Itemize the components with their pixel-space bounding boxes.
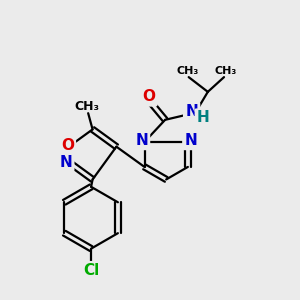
Text: Cl: Cl bbox=[83, 263, 99, 278]
Text: CH₃: CH₃ bbox=[176, 66, 198, 76]
Text: N: N bbox=[135, 133, 148, 148]
Text: N: N bbox=[184, 133, 197, 148]
Text: H: H bbox=[196, 110, 209, 125]
Text: O: O bbox=[61, 138, 74, 153]
Text: O: O bbox=[142, 89, 155, 104]
Text: N: N bbox=[185, 104, 198, 119]
Text: CH₃: CH₃ bbox=[74, 100, 99, 113]
Text: N: N bbox=[59, 155, 72, 170]
Text: CH₃: CH₃ bbox=[214, 66, 237, 76]
